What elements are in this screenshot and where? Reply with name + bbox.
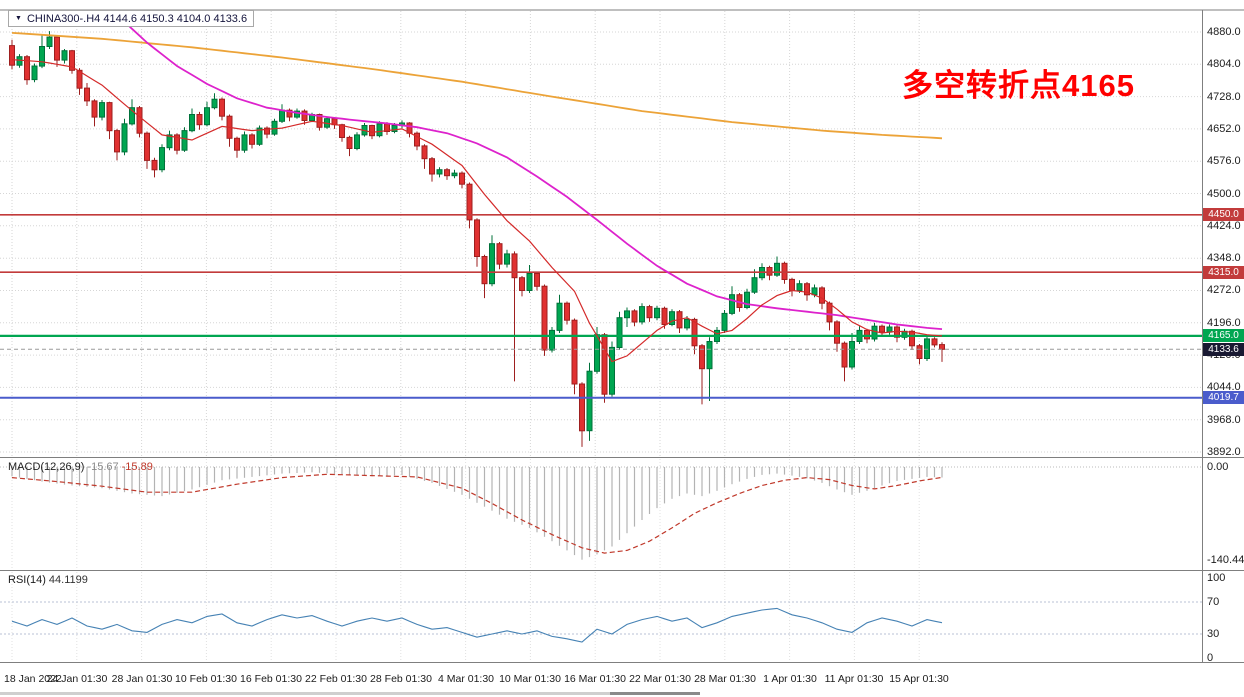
ma-medium-line	[111, 11, 943, 330]
price-line-badge[interactable]: 4315.0	[1203, 266, 1244, 279]
rsi-name: RSI(14)	[8, 574, 46, 586]
price-tick-label: 4728.0	[1207, 91, 1241, 103]
price-line-badge[interactable]: 4165.0	[1203, 329, 1244, 342]
time-axis-label: 10 Feb 01:30	[175, 673, 237, 685]
macd-axis-label: -140.44	[1207, 554, 1244, 566]
time-axis-label: 24 Jan 01:30	[46, 673, 108, 685]
price-tick-label: 4044.0	[1207, 381, 1241, 393]
time-gridlines	[11, 11, 920, 662]
macd-axis-label: 0.00	[1207, 461, 1229, 473]
macd-main-value: -15.67	[87, 461, 119, 473]
price-tick-label: 4804.0	[1207, 58, 1241, 70]
price-tick-label: 3892.0	[1207, 446, 1241, 458]
macd-name: MACD(12,26,9)	[8, 461, 85, 473]
price-tick-label: 4500.0	[1207, 188, 1241, 200]
rsi-axis-label: 100	[1207, 572, 1226, 584]
price-tick-label: 4424.0	[1207, 220, 1241, 232]
time-axis-label: 10 Mar 01:30	[499, 673, 561, 685]
rsi-value: 44.1199	[48, 574, 88, 586]
price-tick-label: 4880.0	[1207, 26, 1241, 38]
time-axis-label: 18 Jan 2022	[4, 673, 62, 685]
ma-slow-line	[11, 32, 943, 140]
horizontal-scrollbar[interactable]	[0, 692, 700, 695]
price-gridlines	[0, 31, 1202, 453]
price-line-badge[interactable]: 4450.0	[1203, 208, 1244, 221]
time-axis-label: 15 Apr 01:30	[889, 673, 949, 685]
rsi-line	[11, 607, 943, 643]
time-axis-label: 1 Apr 01:30	[763, 673, 817, 685]
rsi-indicator-label: RSI(14) 44.1199	[8, 574, 88, 586]
time-axis-label: 16 Mar 01:30	[564, 673, 626, 685]
price-line-badge[interactable]: 4019.7	[1203, 391, 1244, 404]
rsi-axis-label: 30	[1207, 628, 1220, 640]
scrollbar-handle[interactable]	[610, 692, 700, 695]
rsi-axis-label: 70	[1207, 596, 1220, 608]
time-axis-label: 28 Feb 01:30	[370, 673, 432, 685]
current-price-badge: 4133.6	[1203, 343, 1244, 356]
annotation-text: 多空转折点4165	[902, 68, 1135, 103]
candles-layer	[9, 31, 945, 447]
time-axis-label: 28 Mar 01:30	[694, 673, 756, 685]
price-tick-label: 4196.0	[1207, 317, 1241, 329]
chevron-down-icon[interactable]: ▼	[15, 14, 22, 22]
price-tick-label: 3968.0	[1207, 414, 1241, 426]
symbol-info-box[interactable]: ▼ CHINA300-.H4 4144.6 4150.3 4104.0 4133…	[8, 10, 255, 27]
price-tick-label: 4652.0	[1207, 123, 1241, 135]
price-tick-label: 4348.0	[1207, 252, 1241, 264]
macd-indicator-label: MACD(12,26,9) -15.67 -15.89	[8, 461, 153, 473]
time-axis-label: 11 Apr 01:30	[824, 673, 884, 685]
symbol-ohlc-text: CHINA300-.H4 4144.6 4150.3 4104.0 4133.6	[26, 12, 248, 25]
time-axis-label: 22 Mar 01:30	[629, 673, 691, 685]
time-axis-label: 16 Feb 01:30	[240, 673, 302, 685]
ma-fast-line	[11, 59, 943, 363]
macd-histogram	[11, 467, 943, 560]
macd-signal-value: -15.89	[121, 461, 153, 473]
price-tick-label: 4272.0	[1207, 284, 1241, 296]
time-axis-label: 4 Mar 01:30	[437, 673, 495, 685]
time-axis-label: 28 Jan 01:30	[111, 673, 173, 685]
price-tick-label: 4576.0	[1207, 155, 1241, 167]
time-axis-label: 22 Feb 01:30	[305, 673, 367, 685]
macd-signal-line	[11, 473, 943, 554]
rsi-axis-label: 0	[1207, 652, 1214, 664]
